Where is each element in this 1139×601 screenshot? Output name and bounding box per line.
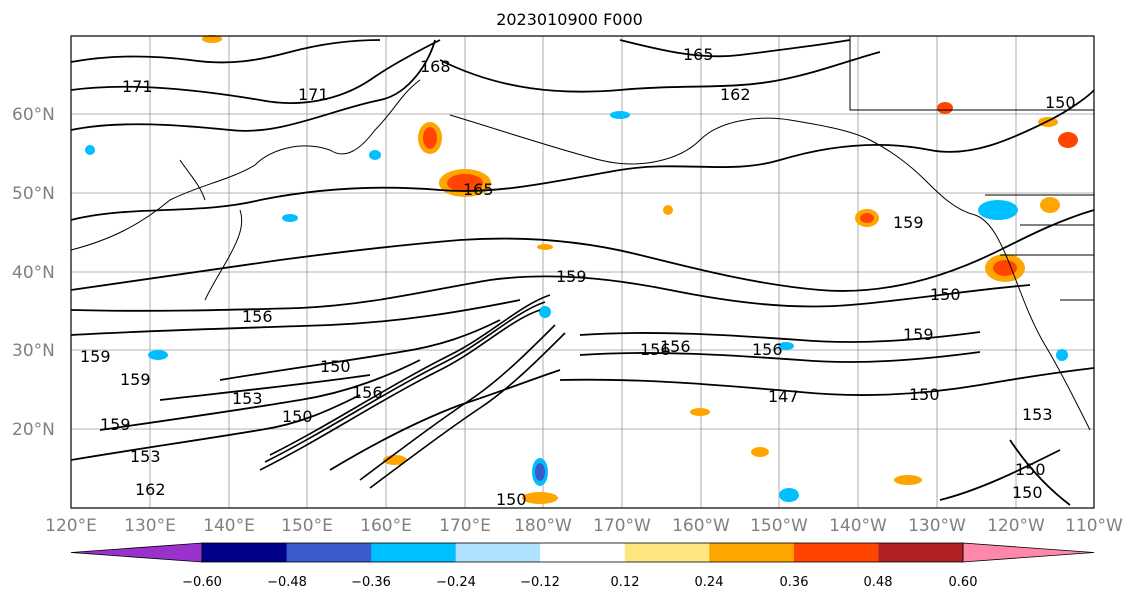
colorbar-segment xyxy=(286,543,372,562)
contour-label: 156 xyxy=(752,340,783,359)
lat-label: 40°N xyxy=(12,263,55,283)
contour-label: 150 xyxy=(320,357,351,376)
contour-label: 150 xyxy=(282,407,313,426)
contour-label: 162 xyxy=(720,85,751,104)
lon-label: 170°W xyxy=(593,516,651,536)
map-title: 2023010900 F000 xyxy=(496,10,643,29)
colorbar-tick-label: −0.60 xyxy=(182,575,222,590)
colorbar-segment xyxy=(878,543,964,562)
lon-label: 130°E xyxy=(124,516,176,536)
lon-label: 150°W xyxy=(750,516,808,536)
contour-label: 150 xyxy=(1015,460,1046,479)
lat-label: 20°N xyxy=(12,420,55,440)
gridlines xyxy=(71,36,1094,508)
lon-label: 180°W xyxy=(514,516,572,536)
colorbar-tick-label: −0.24 xyxy=(436,575,476,590)
contour-label: 159 xyxy=(893,213,924,232)
contour-label: 153 xyxy=(232,389,263,408)
map-border xyxy=(70,35,1095,509)
contour-label: 156 xyxy=(352,383,383,402)
colorbar-segment xyxy=(709,543,795,562)
colorbar-segment xyxy=(202,543,288,562)
contour-label: 150 xyxy=(496,490,527,509)
contour-label: 153 xyxy=(1022,405,1053,424)
colorbar-tick-label: 0.24 xyxy=(695,575,724,590)
contour-lines xyxy=(70,39,1095,506)
contour-label: 150 xyxy=(1012,483,1043,502)
contour-label: 153 xyxy=(130,447,161,466)
lon-label: 110°W xyxy=(1065,516,1123,536)
colorbar-tick-label: 0.36 xyxy=(780,575,809,590)
lon-label: 120°E xyxy=(45,516,97,536)
lon-label: 160°W xyxy=(672,516,730,536)
contour-label: 171 xyxy=(298,85,329,104)
contour-label: 150 xyxy=(1045,93,1076,112)
contour-label: 165 xyxy=(683,45,714,64)
contour-label: 159 xyxy=(120,370,151,389)
contour-label: 156 xyxy=(640,340,671,359)
contour-label: 171 xyxy=(122,77,153,96)
contour-label: 147 xyxy=(768,387,799,406)
contour-label: 150 xyxy=(930,285,961,304)
lon-label: 130°W xyxy=(908,516,966,536)
colorbar-segment xyxy=(455,543,541,562)
colorbar-segment xyxy=(371,543,457,562)
colorbar-ticks: −0.60 −0.48 −0.36 −0.24 −0.12 0.12 0.24 … xyxy=(182,575,977,590)
lat-label: 30°N xyxy=(12,341,55,361)
lon-label: 160°E xyxy=(360,516,412,536)
lat-label: 50°N xyxy=(12,184,55,204)
colorbar-extend-high xyxy=(962,542,1095,563)
colorbar-segment xyxy=(624,543,710,562)
contour-label: 156 xyxy=(242,307,273,326)
colorbar-segment xyxy=(793,543,879,562)
colorbar-tick-label: 0.60 xyxy=(949,575,978,590)
contour-label: 159 xyxy=(100,415,131,434)
colorbar-extend-low xyxy=(70,542,203,563)
lat-label: 60°N xyxy=(12,105,55,125)
colorbar-segment xyxy=(540,543,626,562)
lon-label: 140°E xyxy=(203,516,255,536)
colorbar-tick-label: 0.48 xyxy=(864,575,893,590)
lon-label: 120°W xyxy=(987,516,1045,536)
contour-label: 159 xyxy=(80,347,111,366)
contour-label: 168 xyxy=(420,57,451,76)
contour-label: 150 xyxy=(909,385,940,404)
jet-contours xyxy=(259,294,566,489)
colorbar xyxy=(70,542,1095,563)
colorbar-outline xyxy=(201,542,964,563)
lon-label: 140°W xyxy=(829,516,887,536)
lon-label: 170°E xyxy=(439,516,491,536)
longitude-labels: 120°E 130°E 140°E 150°E 160°E 170°E 180°… xyxy=(45,516,1123,536)
colorbar-tick-label: −0.36 xyxy=(351,575,391,590)
contour-label: 156 xyxy=(660,337,691,356)
contour-label: 165 xyxy=(463,180,494,199)
contour-label: 159 xyxy=(903,325,934,344)
colorbar-tick-label: −0.48 xyxy=(267,575,307,590)
contour-label: 159 xyxy=(556,267,587,286)
latitude-labels: 60°N 50°N 40°N 30°N 20°N xyxy=(12,105,55,440)
colorbar-tick-label: 0.12 xyxy=(611,575,640,590)
colorbar-tick-label: −0.12 xyxy=(520,575,560,590)
contour-labels: 171 171 168 165 162 165 159 159 156 159 … xyxy=(80,45,1076,509)
contour-label: 162 xyxy=(135,480,166,499)
lon-label: 150°E xyxy=(281,516,333,536)
